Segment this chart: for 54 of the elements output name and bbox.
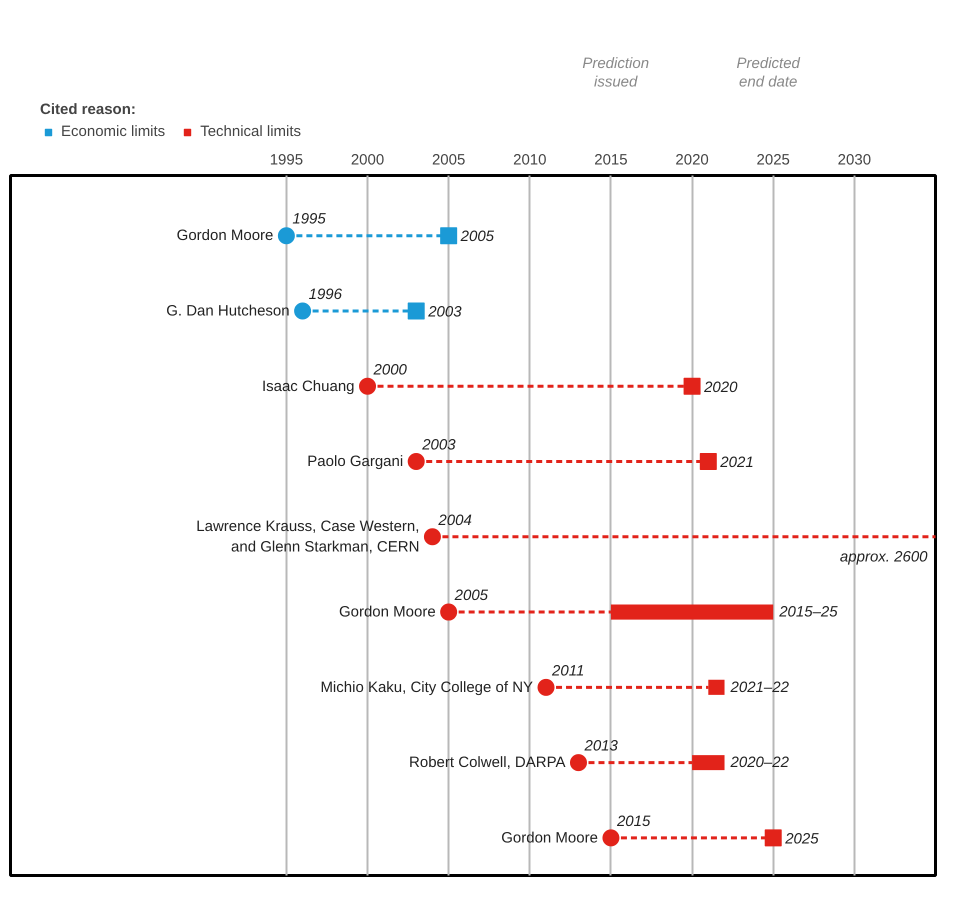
point (538, 678, 555, 696)
text: Predicted end date (736, 54, 801, 90)
x-tick-label: 2000 (350, 152, 384, 168)
point (408, 302, 425, 320)
text: approx. 2600 (840, 548, 928, 566)
point (764, 829, 782, 846)
y-tick-label: Isaac Chuang (262, 378, 355, 395)
data-label: 2021–22 (730, 678, 790, 696)
data-label: 2020 (703, 378, 738, 396)
y-tick-label: G. Dan Hutcheson (166, 302, 290, 320)
data-label: 2005 (460, 228, 495, 246)
point (440, 604, 458, 621)
x-tick-label: 2020 (675, 152, 709, 168)
text: Prediction issued (582, 54, 650, 90)
data-label: 2013 (583, 738, 619, 755)
data-label: 2003 (421, 436, 456, 454)
data-label: 2020–22 (730, 754, 790, 772)
data-label: 2015 (616, 812, 651, 830)
legend-label: Economic limits (61, 123, 166, 140)
data-label: 2015–25 (778, 604, 838, 621)
x-tick-label: 2025 (756, 152, 790, 168)
data-label: 1995 (292, 210, 326, 228)
legend-label: Technical limits (200, 123, 302, 140)
data-label: 2004 (437, 512, 472, 529)
point (424, 528, 441, 546)
data-label: 2003 (427, 303, 462, 320)
data-label: 2000 (372, 361, 408, 378)
point (408, 453, 425, 470)
data-label: 2011 (551, 662, 584, 680)
y-tick-label: Lawrence Krauss, Case Western, and Glenn Starkman, CERN (196, 518, 420, 556)
y-tick-label: Gordon Moore (176, 227, 274, 244)
x-tick-label: 2005 (432, 152, 466, 168)
point (684, 378, 701, 395)
data-label: 2005 (454, 587, 489, 604)
y-tick-label: Gordon Moore (338, 604, 436, 621)
point (700, 453, 717, 470)
y-tick-label: Robert Colwell, DARPA (409, 754, 566, 772)
point (278, 227, 295, 244)
point (440, 227, 458, 244)
point (294, 302, 312, 320)
x-tick-label: 2030 (838, 152, 872, 168)
x-tick-label: 2015 (594, 152, 628, 168)
point (570, 754, 587, 772)
data-label: 2025 (784, 830, 820, 848)
x-tick-label: 1995 (270, 152, 304, 168)
legend-title: Cited reason: (40, 101, 137, 118)
point (359, 378, 376, 395)
data-label: 1996 (308, 286, 343, 303)
x-tick-label: 2010 (513, 152, 546, 168)
y-tick-label: Gordon Moore (501, 829, 598, 846)
y-tick-label: Paolo Gargani (307, 453, 404, 470)
point (602, 829, 620, 846)
y-tick-label: Michio Kaku, City College of NY (320, 678, 534, 696)
data-label: 2021 (719, 454, 754, 472)
